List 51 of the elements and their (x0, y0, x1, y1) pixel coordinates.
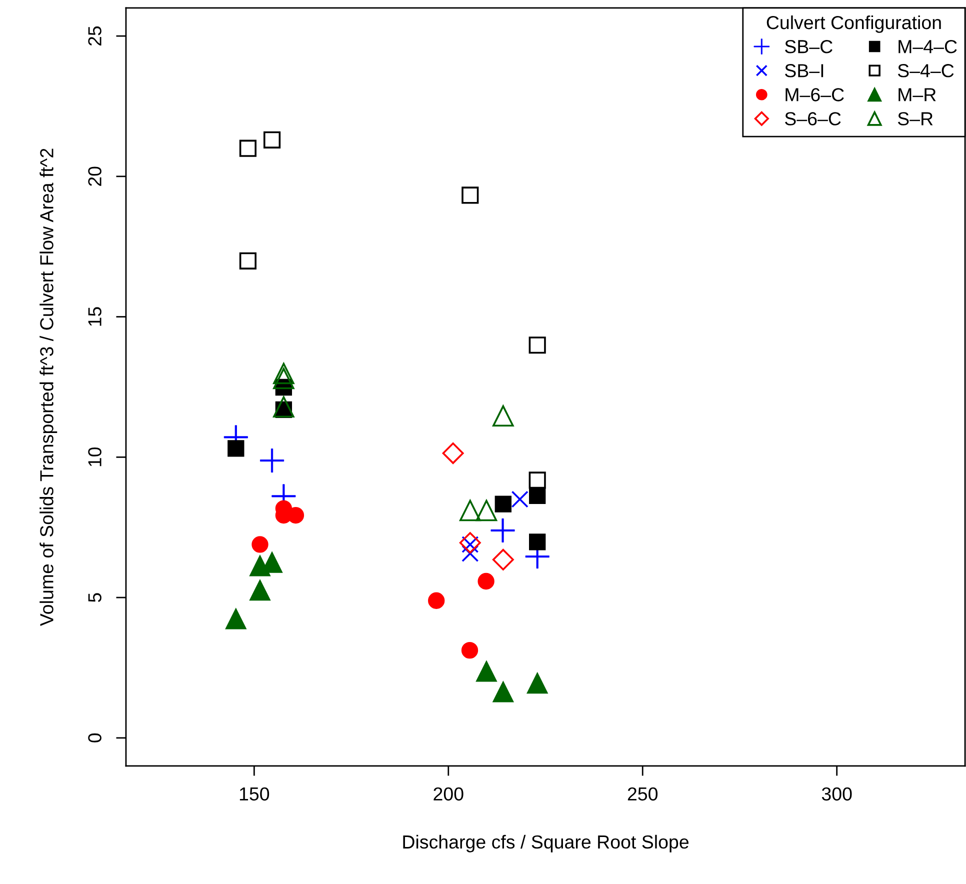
x-tick-label: 200 (434, 787, 464, 801)
x-axis-title: Discharge cfs / Square Root Slope (403, 834, 688, 852)
point (460, 500, 481, 522)
point (239, 252, 256, 270)
legend-label: SB–C (785, 40, 832, 54)
y-axis-title: Volume of Solids Transported ft^3 / Culvert Flow Area ft^2 (40, 148, 58, 626)
point (492, 405, 514, 427)
point (462, 186, 479, 204)
legend-label: M–4–C (898, 40, 957, 54)
x-tick-label: 150 (240, 787, 270, 801)
y-tick-label: 20 (88, 166, 102, 186)
point (252, 536, 268, 553)
point (462, 544, 479, 562)
point (528, 472, 546, 489)
legend-label: S–6–C (785, 112, 841, 126)
y-tick-label: 0 (88, 733, 102, 742)
point (442, 442, 464, 464)
point (273, 368, 294, 390)
point (250, 580, 270, 601)
point (492, 681, 514, 702)
point (494, 496, 512, 512)
point (528, 336, 546, 354)
point (239, 140, 256, 157)
x-tick-label: 300 (822, 787, 852, 801)
point (476, 500, 498, 522)
y-tick-label: 25 (88, 26, 102, 46)
legend-label: SB–I (785, 64, 824, 78)
point (428, 592, 445, 609)
x-tick-label: 250 (628, 787, 658, 801)
point (529, 487, 546, 504)
point (461, 642, 478, 659)
point (263, 131, 281, 148)
point (511, 490, 528, 508)
legend-title: Culvert Configuration (766, 15, 941, 33)
y-tick-label: 15 (88, 307, 102, 326)
point (273, 396, 294, 418)
y-tick-label: 5 (88, 593, 102, 602)
point (273, 362, 294, 384)
point (459, 532, 481, 554)
legend-label: S–4–C (898, 64, 954, 78)
point (529, 534, 546, 550)
point (476, 660, 497, 682)
legend-label: S–R (898, 112, 933, 126)
legend-label: M–6–C (786, 88, 844, 102)
point (228, 440, 244, 457)
point (492, 548, 514, 570)
point (526, 672, 548, 694)
y-tick-label: 10 (88, 447, 102, 466)
legend-label: M–R (898, 88, 936, 102)
point (225, 608, 246, 630)
point (478, 572, 494, 590)
